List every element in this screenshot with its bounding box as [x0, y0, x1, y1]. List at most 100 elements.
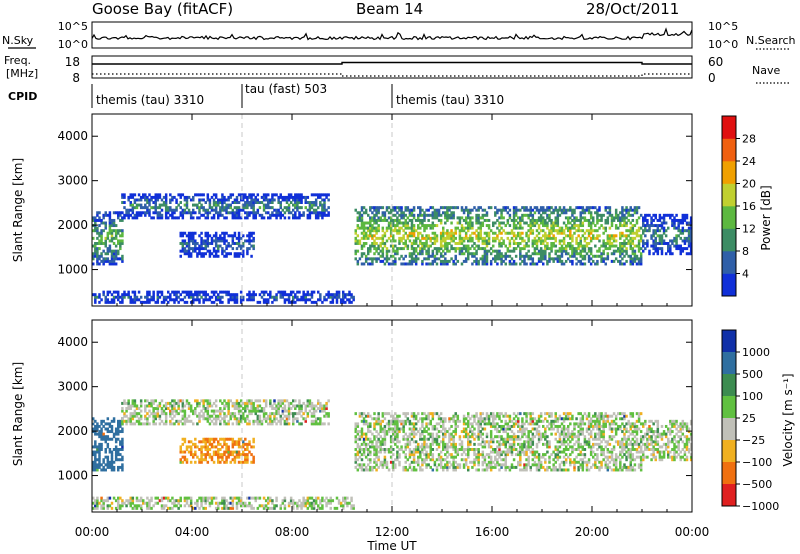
- velocity-cell: [106, 437, 110, 441]
- power-cell: [173, 216, 176, 220]
- power-cell: [389, 208, 393, 212]
- velocity-cell: [221, 453, 224, 457]
- velocity-cell: [269, 404, 272, 408]
- power-cell: [264, 298, 268, 302]
- power-cell: [506, 249, 510, 253]
- power-cell: [571, 226, 574, 230]
- power-cell: [542, 262, 545, 266]
- power-cell: [204, 247, 207, 251]
- power-cell: [402, 242, 405, 245]
- power-cell: [619, 234, 622, 238]
- velocity-cell: [98, 435, 101, 439]
- power-cell: [544, 239, 547, 243]
- power-cell: [319, 203, 322, 207]
- velocity-cell: [162, 422, 166, 426]
- power-cell: [581, 206, 585, 210]
- power-cell: [250, 198, 253, 202]
- velocity-cell: [383, 417, 387, 421]
- velocity-cell: [242, 412, 245, 416]
- power-cell: [502, 206, 505, 210]
- power-cell: [608, 206, 612, 210]
- velocity-cell: [179, 399, 182, 403]
- power-cell: [510, 236, 514, 240]
- power-cell: [612, 244, 616, 248]
- power-cell: [433, 208, 437, 212]
- power-cell: [660, 221, 664, 225]
- power-cell: [198, 201, 201, 204]
- velocity-cell: [367, 448, 370, 451]
- power-cell: [652, 242, 655, 245]
- power-cell: [264, 290, 268, 294]
- power-cell: [546, 244, 549, 248]
- power-cell: [194, 249, 197, 253]
- power-cell: [139, 195, 143, 199]
- power-cell: [121, 229, 124, 233]
- velocity-cell: [100, 419, 103, 423]
- power-cell: [404, 226, 407, 230]
- power-cell: [464, 249, 468, 253]
- power-cell: [252, 213, 255, 217]
- power-cell: [504, 224, 507, 228]
- power-cell: [575, 206, 578, 210]
- power-cell: [506, 254, 510, 258]
- velocity-cell: [260, 504, 264, 508]
- velocity-cell: [294, 399, 297, 403]
- power-cell: [296, 290, 299, 294]
- power-cell: [612, 239, 616, 243]
- power-cell: [269, 213, 272, 217]
- velocity-cell: [258, 404, 262, 408]
- power-cell: [387, 224, 391, 228]
- power-cell: [296, 295, 299, 299]
- power-cell: [506, 221, 510, 225]
- power-cell: [448, 236, 451, 240]
- power-cell: [317, 206, 320, 210]
- velocity-cell: [167, 401, 170, 405]
- power-cell: [400, 206, 403, 210]
- power-cell: [214, 295, 218, 299]
- velocity-cell: [100, 427, 103, 431]
- power-cell: [573, 208, 576, 212]
- power-cell: [202, 242, 205, 245]
- velocity-cell: [279, 417, 282, 421]
- power-cell: [487, 226, 491, 230]
- power-cell: [562, 262, 566, 266]
- power-cell: [392, 262, 395, 266]
- power-cell: [450, 213, 453, 217]
- power-cell: [492, 249, 495, 253]
- power-cell: [633, 208, 637, 212]
- power-cell: [508, 216, 512, 220]
- velocity-cell: [244, 504, 247, 508]
- power-cell: [410, 226, 414, 230]
- power-cell: [519, 236, 522, 240]
- velocity-cell: [173, 501, 176, 505]
- power-cell: [496, 226, 499, 230]
- velocity-cell: [246, 445, 249, 449]
- velocity-cell: [300, 501, 303, 505]
- power-cell: [233, 254, 237, 258]
- power-cell: [392, 234, 395, 238]
- velocity-cell: [269, 412, 272, 416]
- power-cell: [119, 244, 122, 248]
- velocity-cell: [252, 419, 255, 423]
- power-cell: [689, 231, 693, 235]
- velocity-cell: [121, 504, 124, 508]
- power-cell: [269, 201, 272, 204]
- power-cell: [369, 247, 372, 251]
- power-cell: [412, 249, 416, 253]
- power-cell: [477, 206, 480, 210]
- velocity-cell: [189, 404, 193, 408]
- power-cell: [425, 262, 428, 266]
- power-cell: [410, 244, 414, 248]
- velocity-cell: [121, 401, 124, 405]
- power-cell: [189, 234, 193, 238]
- velocity-cell: [327, 422, 330, 426]
- velocity-cell: [408, 419, 412, 423]
- power-cell: [660, 249, 664, 253]
- power-cell: [525, 262, 528, 266]
- velocity-cell: [135, 407, 139, 410]
- power-cell: [562, 229, 566, 233]
- power-cell: [183, 247, 187, 251]
- velocity-cell: [100, 422, 103, 426]
- power-cell: [523, 254, 526, 258]
- cpid-label: CPID: [8, 90, 37, 103]
